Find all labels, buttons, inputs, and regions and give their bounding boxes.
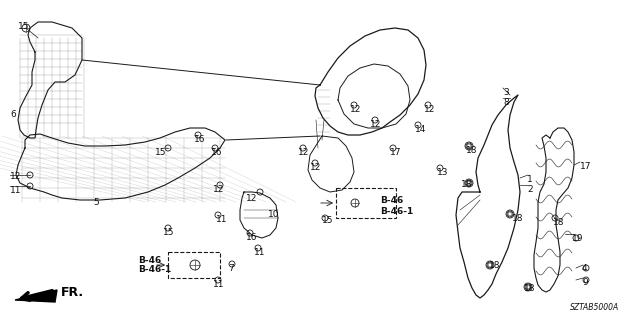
- Bar: [168, 252, 220, 278]
- Text: 17: 17: [580, 162, 591, 171]
- Text: 12: 12: [213, 185, 225, 194]
- Text: 16: 16: [246, 233, 257, 242]
- Text: 12: 12: [424, 105, 435, 114]
- Text: 8: 8: [503, 98, 509, 107]
- Text: 19: 19: [572, 234, 584, 243]
- Text: 12: 12: [310, 163, 321, 172]
- Text: B-46: B-46: [138, 256, 161, 265]
- Text: 11: 11: [213, 280, 225, 289]
- Text: 4: 4: [582, 264, 588, 273]
- Text: 18: 18: [512, 214, 524, 223]
- Text: FR.: FR.: [61, 285, 84, 299]
- Text: 16: 16: [194, 135, 205, 144]
- Text: 14: 14: [415, 125, 426, 134]
- Text: 15: 15: [322, 216, 333, 225]
- Text: 6: 6: [10, 110, 16, 119]
- Text: 11: 11: [10, 186, 22, 195]
- Text: SZTAB5000A: SZTAB5000A: [570, 303, 620, 312]
- Text: 12: 12: [370, 120, 381, 129]
- Text: 3: 3: [503, 88, 509, 97]
- Text: 7: 7: [228, 264, 234, 273]
- Text: 15: 15: [163, 228, 175, 237]
- Text: B-46: B-46: [380, 196, 403, 205]
- Bar: [336, 188, 396, 218]
- Text: 12: 12: [298, 148, 309, 157]
- Text: 16: 16: [211, 148, 223, 157]
- Text: 18: 18: [553, 218, 564, 227]
- Text: 13: 13: [437, 168, 449, 177]
- Text: B-46-1: B-46-1: [138, 265, 172, 274]
- Text: 12: 12: [246, 194, 257, 203]
- Text: 18: 18: [489, 261, 500, 270]
- Text: 1: 1: [527, 175, 532, 184]
- Text: 11: 11: [216, 215, 227, 224]
- Text: 11: 11: [254, 248, 266, 257]
- Text: 12: 12: [350, 105, 362, 114]
- Text: 10: 10: [268, 210, 280, 219]
- Text: 17: 17: [390, 148, 401, 157]
- Text: 9: 9: [582, 278, 588, 287]
- Polygon shape: [15, 290, 57, 302]
- Text: 18: 18: [461, 180, 472, 189]
- Text: 5: 5: [93, 198, 99, 207]
- Text: B-46-1: B-46-1: [380, 207, 413, 216]
- Text: 12: 12: [10, 172, 21, 181]
- Text: 18: 18: [524, 284, 536, 293]
- Text: 15: 15: [155, 148, 166, 157]
- Text: 15: 15: [18, 22, 29, 31]
- Text: 2: 2: [527, 185, 532, 194]
- Text: 18: 18: [466, 146, 477, 155]
